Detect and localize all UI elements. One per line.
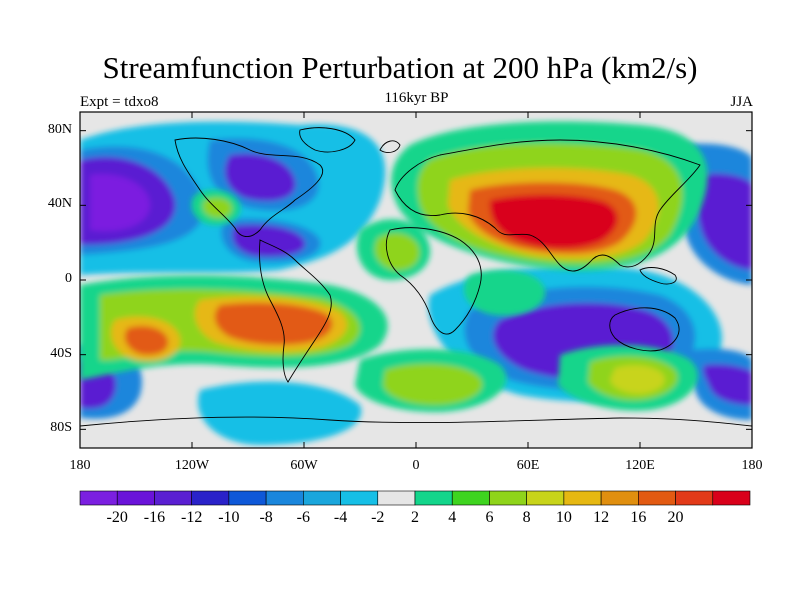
colorbar-swatch xyxy=(526,490,565,506)
lon-tick-label: 0 xyxy=(412,458,420,473)
colorbar-label: 4 xyxy=(448,509,457,526)
lon-tick-label: 120W xyxy=(174,458,210,473)
colorbar-swatch xyxy=(489,490,527,506)
colorbar-swatch xyxy=(340,490,379,506)
colorbar-label: -8 xyxy=(259,509,273,526)
lon-tick-label: 60E xyxy=(516,458,540,473)
axis-ticks xyxy=(79,112,753,448)
colorbar-label: -10 xyxy=(218,509,240,526)
colorbar-swatch xyxy=(79,490,118,506)
lon-tick-label: 180 xyxy=(69,458,91,473)
page-title: Streamfunction Perturbation at 200 hPa (… xyxy=(102,50,698,85)
colorbar-label: -6 xyxy=(296,509,310,526)
coastlines xyxy=(80,127,752,427)
map-field xyxy=(80,112,752,448)
colorbar-label: -4 xyxy=(333,509,348,526)
colorbar-swatch xyxy=(638,490,676,506)
colorbar xyxy=(79,490,751,506)
colorbar-label: 10 xyxy=(555,509,572,526)
colorbar-swatch xyxy=(154,490,192,506)
colorbar-swatch xyxy=(228,490,267,506)
colorbar-swatch xyxy=(377,490,416,506)
colorbar-label: -2 xyxy=(371,509,385,526)
lat-tick-label: 80N xyxy=(47,121,72,137)
lon-tick-label: 120E xyxy=(625,458,655,473)
lon-tick-label: 60W xyxy=(290,458,318,473)
colorbar-swatch xyxy=(116,490,155,506)
lat-tick-label: 40S xyxy=(50,345,72,361)
experiment-label: Expt = tdxo8 xyxy=(80,94,159,110)
subtitle: 116kyr BP xyxy=(384,90,449,106)
colorbar-swatch xyxy=(191,490,230,506)
colorbar-label: 16 xyxy=(630,509,647,526)
colorbar-label: -20 xyxy=(106,509,128,526)
colorbar-swatch xyxy=(712,490,751,506)
colorbar-swatch xyxy=(265,490,304,506)
colorbar-label: 20 xyxy=(667,509,684,526)
colorbar-swatch xyxy=(675,490,714,506)
colorbar-label: -12 xyxy=(180,509,203,526)
lat-tick-label: 40N xyxy=(47,196,72,212)
colorbar-swatch xyxy=(600,490,639,506)
colorbar-swatch xyxy=(451,490,490,506)
season-label: JJA xyxy=(730,94,753,110)
lon-tick-label: 180 xyxy=(741,458,763,473)
lat-tick-label: 80S xyxy=(50,420,72,436)
colorbar-label: 8 xyxy=(522,509,531,526)
colorbar-swatch xyxy=(563,490,602,506)
colorbar-label: 12 xyxy=(593,509,610,526)
lat-tick-label: 0 xyxy=(65,271,72,286)
colorbar-label: 6 xyxy=(485,509,494,526)
colorbar-label: -16 xyxy=(143,509,166,526)
positive-regions xyxy=(80,121,708,413)
colorbar-label: 2 xyxy=(411,509,419,526)
colorbar-swatch xyxy=(414,490,453,506)
colorbar-swatch xyxy=(303,490,341,506)
